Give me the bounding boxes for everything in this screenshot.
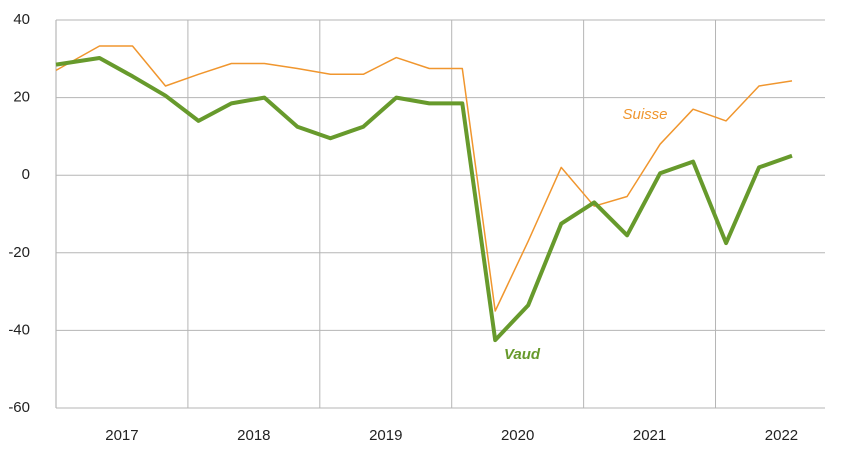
y-tick-label: 40: [13, 11, 30, 28]
x-tick-label: 2019: [369, 427, 402, 444]
series-label: Suisse: [622, 106, 667, 123]
y-tick-label: 0: [22, 166, 30, 183]
y-tick-label: 20: [13, 89, 30, 106]
line-1: [55, 56, 793, 343]
x-tick-label: 2022: [765, 427, 798, 444]
x-tick-label: 2017: [105, 427, 138, 444]
series-label: Vaud: [504, 346, 541, 363]
x-tick-label: 2018: [237, 427, 270, 444]
y-tick-label: -40: [8, 321, 30, 338]
x-tick-label: 2021: [633, 427, 666, 444]
y-tick-label: -60: [8, 399, 30, 416]
x-tick-label: 2020: [501, 427, 534, 444]
line-0: [55, 45, 793, 312]
y-tick-label: -20: [8, 244, 30, 261]
